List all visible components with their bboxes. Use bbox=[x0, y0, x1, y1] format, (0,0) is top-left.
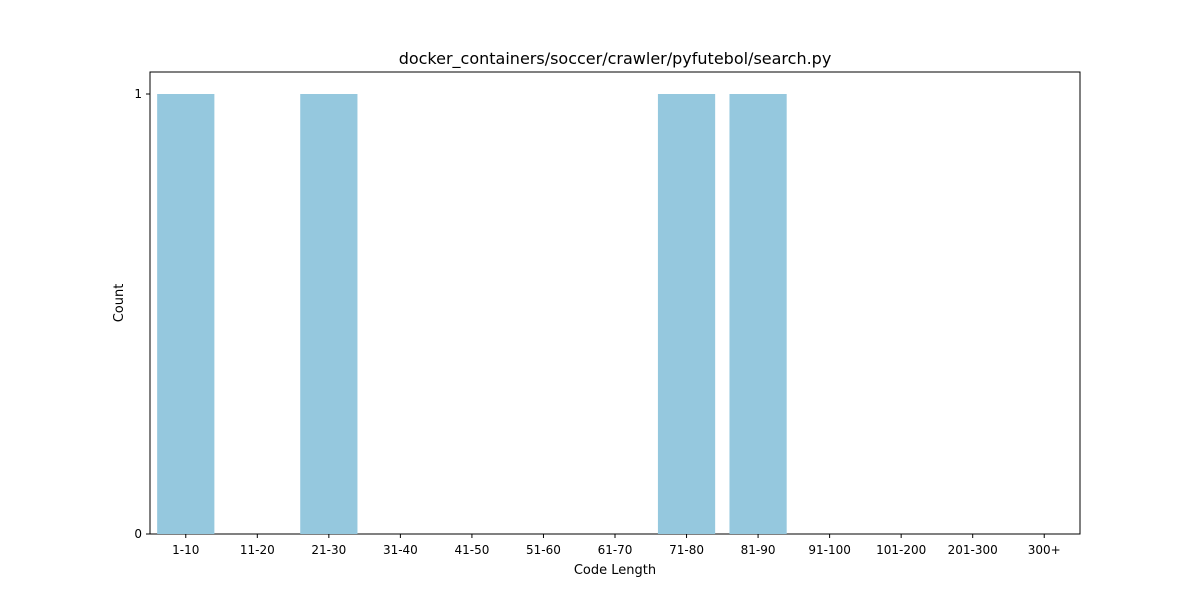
x-tick-label: 41-50 bbox=[454, 543, 489, 557]
y-tick-label: 1 bbox=[134, 87, 142, 101]
y-axis-ticks: 01 bbox=[134, 87, 150, 541]
x-tick-label: 11-20 bbox=[240, 543, 275, 557]
x-tick-label: 101-200 bbox=[876, 543, 926, 557]
x-tick-label: 1-10 bbox=[172, 543, 199, 557]
plot-area-frame bbox=[149, 71, 1081, 535]
x-tick-label: 51-60 bbox=[526, 543, 561, 557]
bar-21-30 bbox=[300, 94, 358, 534]
x-tick-label: 71-80 bbox=[669, 543, 704, 557]
chart-title: docker_containers/soccer/crawler/pyfuteb… bbox=[399, 49, 832, 69]
y-axis-label: Count bbox=[112, 284, 127, 323]
bars-group bbox=[157, 94, 787, 534]
y-tick-label: 0 bbox=[134, 527, 142, 541]
x-tick-label: 21-30 bbox=[311, 543, 346, 557]
x-axis-label: Code Length bbox=[574, 563, 656, 578]
x-tick-label: 31-40 bbox=[383, 543, 418, 557]
x-tick-label: 91-100 bbox=[808, 543, 851, 557]
x-tick-label: 61-70 bbox=[598, 543, 633, 557]
bar-71-80 bbox=[657, 94, 716, 534]
x-tick-label: 300+ bbox=[1028, 543, 1061, 557]
bar-1-10 bbox=[157, 94, 215, 534]
bar-81-90 bbox=[729, 94, 787, 534]
x-tick-label: 201-300 bbox=[948, 543, 998, 557]
x-tick-label: 81-90 bbox=[741, 543, 776, 557]
x-axis-ticks: 1-10 11-20 21-30 31-40 41-50 51-60 61-70 71-80 8… bbox=[172, 534, 1061, 557]
